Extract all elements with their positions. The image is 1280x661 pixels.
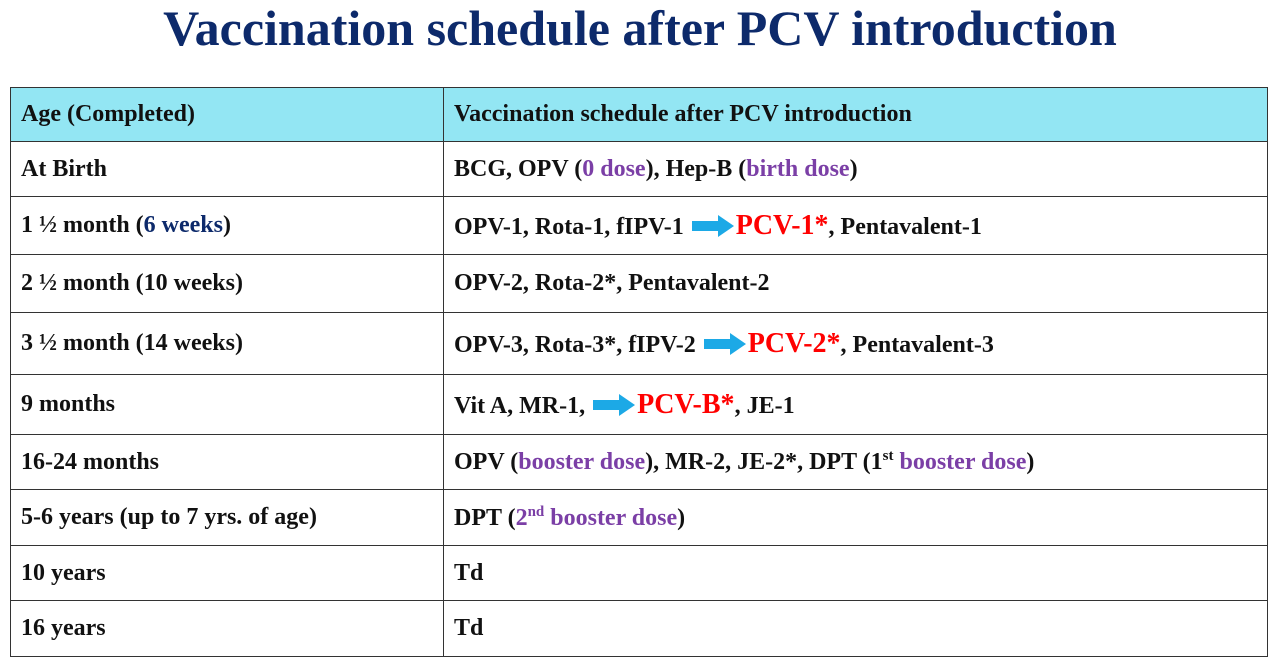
table-row: 1 ½ month (6 weeks) OPV-1, Rota-1, fIPV-… <box>10 196 1268 255</box>
text-segment: ) <box>223 212 231 238</box>
text-segment: booster dose <box>518 449 646 475</box>
table-cell: 2 ½ month (10 weeks) <box>10 254 444 313</box>
text-segment: At Birth <box>21 155 107 182</box>
text-segment: BCG, OPV ( <box>454 155 583 182</box>
text-segment: , Pentavalent-3 <box>840 331 994 358</box>
text-segment: , Pentavalent-1 <box>828 213 982 240</box>
text-segment: 10 years <box>21 559 106 586</box>
text-segment: ) <box>677 504 686 531</box>
table-cell: Vit A, MR-1, PCV-B*, JE-1 <box>443 374 1268 435</box>
text-segment: ) <box>849 155 858 182</box>
text-segment: , JE-1 <box>734 392 795 419</box>
table-row: 2 ½ month (10 weeks) OPV-2, Rota-2*, Pent… <box>10 254 1268 313</box>
table-cell: OPV (booster dose), MR-2, JE-2*, DPT (1s… <box>443 434 1268 490</box>
title: Vaccination schedule after PCV introduct… <box>163 0 1117 56</box>
text-segment: Vit A, MR-1, <box>454 392 586 419</box>
arrow-icon <box>593 393 636 416</box>
text-segment: nd <box>527 503 545 520</box>
table-cell: 1 ½ month (6 weeks) <box>10 196 444 255</box>
text-segment: 2 ½ month (10 weeks) <box>21 270 243 296</box>
table-cell: Td <box>443 600 1268 657</box>
text-segment: ), Hep-B ( <box>645 155 747 182</box>
text-segment: 9 months <box>21 391 116 417</box>
text-segment: 6 weeks <box>143 212 223 238</box>
table-row: 16-24 months OPV (booster dose), MR-2, J… <box>10 434 1268 490</box>
text-segment: booster dose <box>544 504 678 531</box>
text-segment: PCV-1* <box>735 209 829 241</box>
arrow-icon <box>691 214 734 237</box>
header-cell: Vaccination schedule after PCV introduct… <box>443 87 1268 142</box>
table-row: 3 ½ month (14 weeks) OPV-3, Rota-3*, fIP… <box>10 312 1268 375</box>
table-cell: 9 months <box>10 374 444 435</box>
text-segment: ), MR-2, JE-2*, DPT (1 <box>645 449 883 475</box>
table-cell: OPV-3, Rota-3*, fIPV-2 PCV-2*, Pentavalen… <box>443 312 1268 375</box>
table-cell: 5-6 years (up to 7 yrs. of age) <box>10 489 444 546</box>
text-segment: Td <box>454 615 484 641</box>
schedule-table: Age (Completed) Vaccination schedule aft… <box>10 87 1268 657</box>
text-segment: 2 <box>515 504 528 531</box>
text-segment: OPV ( <box>454 449 519 475</box>
text-segment: DPT ( <box>454 504 516 531</box>
text-segment: birth dose <box>746 155 850 182</box>
arrow-icon <box>703 332 746 355</box>
table-cell: At Birth <box>10 141 444 197</box>
table-cell: DPT (2nd booster dose) <box>443 489 1268 546</box>
table-cell: BCG, OPV (0 dose), Hep-B (birth dose) <box>443 141 1268 197</box>
table-cell: 16 years <box>10 600 444 657</box>
table-row: 5-6 years (up to 7 yrs. of age) DPT (2nd… <box>10 489 1268 546</box>
header-cell: Age (Completed) <box>10 87 444 142</box>
table-row: 9 months Vit A, MR-1, PCV-B*, JE-1 <box>10 374 1268 435</box>
table-cell: Td <box>443 545 1268 601</box>
text-segment: OPV-3, Rota-3*, fIPV-2 <box>454 331 696 358</box>
header-row: Age (Completed) Vaccination schedule aft… <box>10 87 1268 142</box>
text-segment: PCV-2* <box>747 327 841 359</box>
table-cell: OPV-2, Rota-2*, Pentavalent-2 <box>443 254 1268 313</box>
text-segment: ) <box>1026 449 1035 475</box>
text-segment: 16 years <box>21 615 106 641</box>
table-cell: 16-24 months <box>10 434 444 490</box>
text-segment: 5-6 years (up to 7 yrs. of age) <box>21 504 317 530</box>
table-row: 16 years Td <box>10 600 1268 657</box>
text-segment: OPV-1, Rota-1, fIPV-1 <box>454 213 684 240</box>
text-segment: PCV-B* <box>637 388 735 420</box>
text-segment: booster dose <box>893 449 1027 475</box>
text-segment: 3 ½ month (14 weeks) <box>21 330 243 356</box>
table-row: At Birth BCG, OPV (0 dose), Hep-B (birth… <box>10 141 1268 197</box>
text-segment: OPV-2, Rota-2*, Pentavalent-2 <box>454 270 770 296</box>
table-row: 10 years Td <box>10 545 1268 601</box>
text-segment: Td <box>454 559 484 586</box>
text-segment: st <box>882 448 894 464</box>
text-segment: 0 dose <box>582 155 646 182</box>
table-cell: 10 years <box>10 545 444 601</box>
text-segment: 1 ½ month ( <box>21 212 144 238</box>
table-cell: 3 ½ month (14 weeks) <box>10 312 444 375</box>
table-cell: OPV-1, Rota-1, fIPV-1 PCV-1*, Pentavalent… <box>443 196 1268 255</box>
text-segment: 16-24 months <box>21 448 160 475</box>
